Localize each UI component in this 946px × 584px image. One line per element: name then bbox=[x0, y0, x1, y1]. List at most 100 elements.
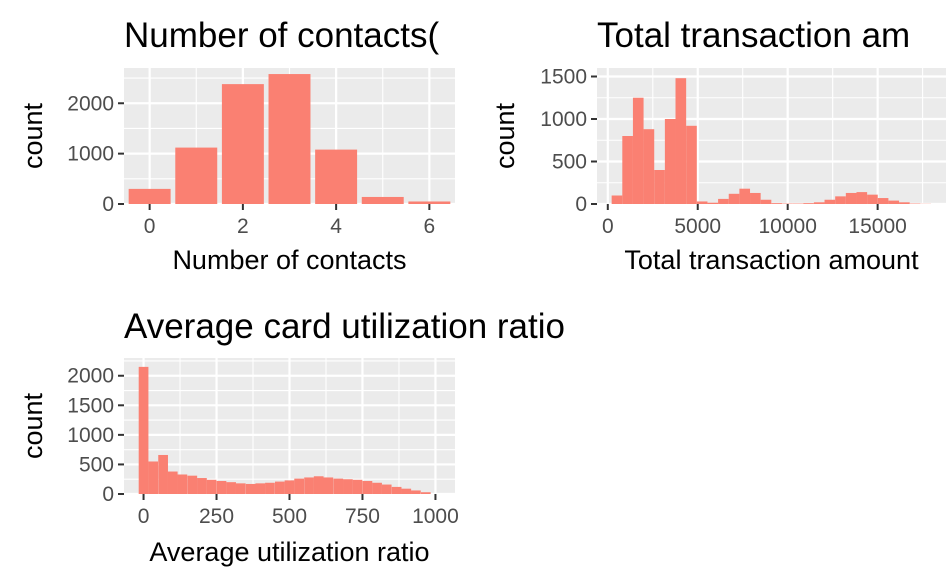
histogram-bar bbox=[167, 471, 178, 494]
histogram-bar bbox=[771, 203, 782, 204]
x-tick-label: 0 bbox=[138, 505, 150, 528]
x-tick-label: 250 bbox=[199, 505, 234, 528]
y-tick-label: 500 bbox=[552, 151, 587, 174]
histogram-bar bbox=[245, 483, 256, 494]
histogram-bar bbox=[343, 479, 353, 494]
histogram-bar bbox=[177, 474, 188, 494]
histogram-bar bbox=[255, 483, 266, 494]
histogram-bar bbox=[803, 203, 814, 204]
x-tick-label: 15000 bbox=[848, 215, 906, 238]
y-tick-label: 1000 bbox=[67, 143, 114, 166]
histogram-bar bbox=[707, 202, 719, 204]
histogram-bar bbox=[888, 200, 900, 204]
bar-6 bbox=[408, 201, 451, 204]
histogram-bar bbox=[877, 198, 889, 204]
chart-title: Average card utilization ratio bbox=[124, 307, 565, 346]
histogram-bar bbox=[611, 195, 623, 204]
histogram-bar bbox=[158, 454, 168, 494]
histogram-bar bbox=[187, 475, 198, 494]
bars bbox=[128, 74, 451, 204]
histogram-bar bbox=[643, 129, 655, 204]
chart-title: Total transaction am bbox=[597, 16, 910, 55]
x-axis-title: Number of contacts bbox=[172, 245, 406, 275]
histogram-bar bbox=[675, 78, 687, 204]
histogram-bar bbox=[352, 479, 363, 494]
histogram-bar bbox=[867, 194, 878, 204]
bar-1 bbox=[175, 147, 218, 204]
histogram-bar bbox=[304, 477, 314, 494]
histogram-bar bbox=[226, 482, 236, 494]
histogram-bar bbox=[728, 193, 740, 204]
y-tick-label: 2000 bbox=[67, 365, 114, 388]
histogram-bar bbox=[138, 366, 149, 494]
x-tick-label: 5000 bbox=[674, 215, 721, 238]
x-tick-label: 10000 bbox=[758, 215, 816, 238]
histogram-bar bbox=[750, 192, 761, 204]
y-tick-label: 1000 bbox=[540, 108, 587, 131]
y-axis-title: count bbox=[490, 102, 520, 169]
y-tick-label: 1500 bbox=[540, 66, 587, 89]
y-tick-label: 0 bbox=[102, 483, 114, 506]
bar-2 bbox=[221, 84, 264, 204]
x-tick-label: 500 bbox=[272, 505, 307, 528]
x-tick-label: 0 bbox=[144, 215, 156, 238]
histogram-bar bbox=[206, 479, 217, 494]
histogram-bar bbox=[372, 482, 382, 494]
histogram-bar bbox=[313, 476, 324, 494]
histogram-bar bbox=[284, 480, 295, 494]
histogram-bar bbox=[391, 486, 402, 494]
chart-panel-2: 0 5000 10000 15000 0 500 1000 1500 Total transac… bbox=[490, 16, 946, 275]
histogram-bar bbox=[632, 97, 644, 204]
histogram-bar bbox=[235, 483, 246, 494]
histogram-bar bbox=[760, 199, 772, 204]
histogram-bar bbox=[856, 192, 868, 204]
bar-3 bbox=[268, 74, 311, 204]
histogram-bar bbox=[739, 188, 751, 204]
histogram-bar bbox=[323, 477, 334, 494]
histogram-bar bbox=[333, 478, 344, 494]
histogram-bar bbox=[197, 478, 207, 494]
histogram-bar bbox=[362, 480, 373, 494]
histogram-bar bbox=[420, 492, 431, 494]
grid-lines bbox=[597, 68, 946, 204]
x-tick-label: 6 bbox=[424, 215, 436, 238]
x-tick-label: 0 bbox=[602, 215, 614, 238]
y-tick-label: 2000 bbox=[67, 92, 114, 115]
bar-4 bbox=[315, 149, 358, 204]
chart-title: Number of contacts( bbox=[124, 16, 439, 55]
histogram-bar bbox=[845, 192, 857, 204]
histogram-bar bbox=[686, 125, 697, 204]
bar-5 bbox=[361, 196, 404, 204]
histogram-bar bbox=[664, 119, 676, 204]
histogram-bar bbox=[899, 202, 910, 204]
histogram-bar bbox=[696, 201, 708, 204]
y-tick-label: 1500 bbox=[67, 394, 114, 417]
x-tick-label: 750 bbox=[345, 505, 380, 528]
histogram-bar bbox=[654, 170, 665, 204]
histogram-bar bbox=[216, 480, 227, 494]
x-tick-label: 1000 bbox=[412, 505, 459, 528]
y-tick-label: 1000 bbox=[67, 424, 114, 447]
x-axis-title: Total transaction amount bbox=[624, 245, 919, 275]
histogram-bar bbox=[411, 490, 421, 494]
chart-panel-3: 0 250 500 750 1000 0 500 1000 1500 2000 Average ca… bbox=[18, 307, 565, 567]
bars bbox=[611, 78, 931, 204]
bars bbox=[138, 366, 431, 494]
x-tick-label: 2 bbox=[237, 215, 249, 238]
histogram-bar bbox=[275, 481, 285, 494]
histogram-bar bbox=[813, 202, 825, 204]
histogram-bar bbox=[294, 478, 304, 494]
y-tick-label: 500 bbox=[79, 453, 114, 476]
y-axis-title: count bbox=[18, 102, 48, 169]
histogram-bar bbox=[381, 484, 392, 494]
x-axis-title: Average utilization ratio bbox=[149, 537, 429, 567]
y-tick-label: 0 bbox=[575, 193, 587, 216]
bar-0 bbox=[128, 188, 171, 204]
histogram-bar bbox=[824, 199, 836, 204]
x-tick-label: 4 bbox=[330, 215, 342, 238]
histogram-bar bbox=[265, 482, 275, 494]
histogram-bar bbox=[622, 136, 633, 204]
histogram-bar bbox=[835, 196, 846, 204]
histogram-bar bbox=[718, 198, 729, 204]
